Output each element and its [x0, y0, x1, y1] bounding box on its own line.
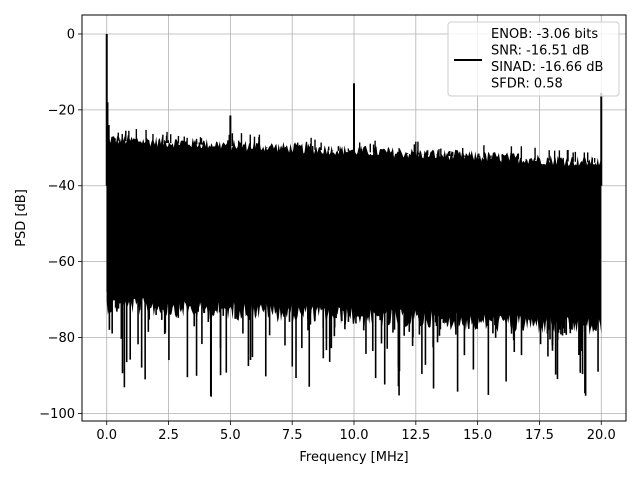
y-axis-title: PSD [dB] [14, 189, 29, 247]
y-tick-label: −60 [48, 255, 75, 270]
x-tick-label: 20.0 [587, 428, 616, 443]
x-axis-title: Frequency [MHz] [299, 450, 408, 465]
x-axis: 0.0 2.5 5.0 7.5 10.0 12.5 15.0 17.5 20.0 [96, 421, 616, 443]
legend-snr: SNR: -16.51 dB [491, 44, 589, 59]
y-tick-label: 0 [67, 27, 75, 42]
x-tick-label: 12.5 [401, 428, 430, 443]
psd-peaks [105, 33, 603, 186]
plot-area [105, 33, 603, 397]
y-axis: 0 −20 −40 −60 −80 −100 [39, 27, 82, 422]
legend-enob: ENOB: -3.06 bits [491, 27, 598, 42]
legend-box [447, 21, 620, 97]
y-tick-label: −100 [39, 407, 75, 422]
y-tick-label: −80 [48, 331, 75, 346]
y-tick-label: −40 [48, 179, 75, 194]
x-tick-label: 15.0 [463, 428, 492, 443]
x-tick-label: 7.5 [282, 428, 303, 443]
y-tick-label: −20 [48, 103, 75, 118]
legend-sfdr: SFDR: 0.58 [491, 77, 563, 92]
x-tick-label: 17.5 [525, 428, 554, 443]
legend-sinad: SINAD: -16.66 dB [491, 60, 603, 75]
x-tick-label: 5.0 [220, 428, 241, 443]
x-tick-label: 10.0 [340, 428, 369, 443]
legend: ENOB: -3.06 bits SNR: -16.51 dB SINAD: -… [447, 21, 620, 97]
x-tick-label: 2.5 [158, 428, 179, 443]
x-tick-label: 0.0 [96, 428, 117, 443]
